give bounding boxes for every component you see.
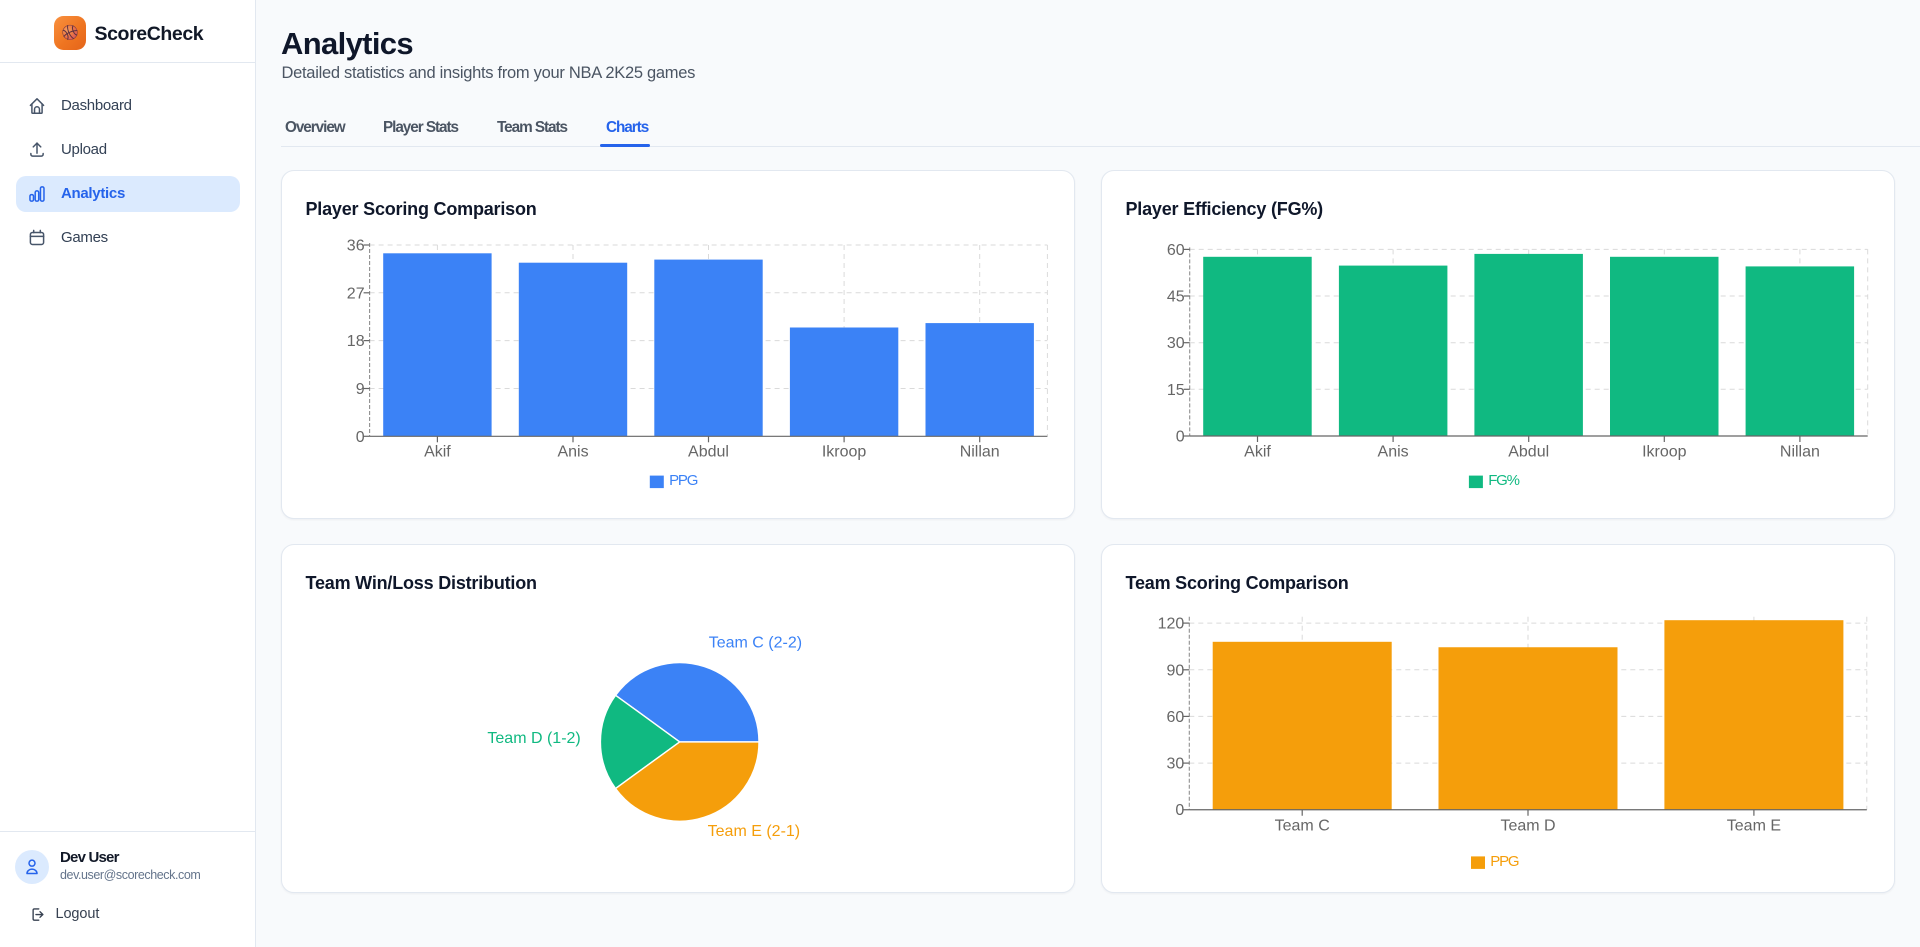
svg-text:Team E: Team E bbox=[1727, 818, 1781, 835]
svg-text:18: 18 bbox=[347, 333, 365, 350]
svg-text:Team D: Team D bbox=[1500, 818, 1555, 835]
svg-text:30: 30 bbox=[1167, 756, 1185, 773]
svg-text:Team E (2-1): Team E (2-1) bbox=[708, 823, 800, 840]
svg-text:45: 45 bbox=[1167, 289, 1185, 306]
svg-text:Team D (1-2): Team D (1-2) bbox=[487, 730, 580, 747]
svg-text:PPG: PPG bbox=[1490, 853, 1519, 870]
svg-text:Abdul: Abdul bbox=[1508, 444, 1549, 461]
svg-text:Team C (2-2): Team C (2-2) bbox=[709, 634, 802, 651]
svg-text:Anis: Anis bbox=[1378, 444, 1409, 461]
svg-text:Akif: Akif bbox=[424, 444, 451, 461]
svg-text:Ikroop: Ikroop bbox=[822, 444, 867, 461]
svg-text:9: 9 bbox=[356, 381, 365, 398]
svg-text:30: 30 bbox=[1167, 335, 1185, 352]
svg-text:0: 0 bbox=[356, 429, 365, 446]
svg-text:Ikroop: Ikroop bbox=[1642, 444, 1687, 461]
svg-text:Team C: Team C bbox=[1275, 818, 1330, 835]
svg-text:27: 27 bbox=[347, 285, 365, 302]
svg-text:PPG: PPG bbox=[669, 472, 698, 489]
svg-text:15: 15 bbox=[1167, 382, 1185, 399]
svg-text:Akif: Akif bbox=[1244, 444, 1271, 461]
svg-text:Anis: Anis bbox=[557, 444, 588, 461]
svg-text:90: 90 bbox=[1167, 662, 1185, 679]
svg-text:0: 0 bbox=[1176, 429, 1185, 446]
svg-text:Nillan: Nillan bbox=[1780, 444, 1820, 461]
svg-text:Nillan: Nillan bbox=[960, 444, 1000, 461]
svg-text:36: 36 bbox=[347, 238, 365, 255]
svg-text:0: 0 bbox=[1175, 802, 1184, 819]
svg-text:Abdul: Abdul bbox=[688, 444, 729, 461]
svg-text:60: 60 bbox=[1167, 709, 1185, 726]
svg-text:60: 60 bbox=[1167, 242, 1185, 259]
svg-text:FG%: FG% bbox=[1488, 472, 1519, 489]
svg-text:120: 120 bbox=[1158, 616, 1185, 633]
